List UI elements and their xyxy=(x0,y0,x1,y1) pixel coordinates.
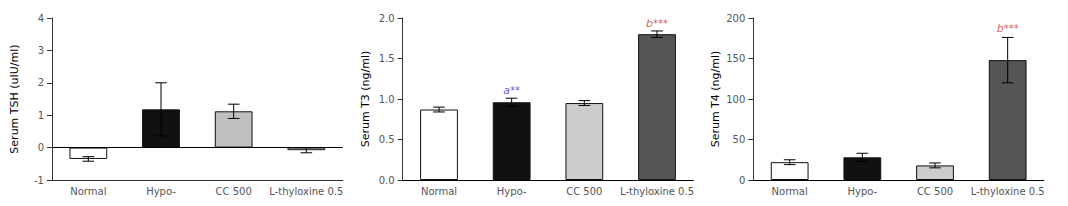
svg-text:Normal: Normal xyxy=(421,186,457,197)
svg-text:**: ** xyxy=(510,85,520,96)
svg-text:***: *** xyxy=(653,18,668,29)
svg-text:b: b xyxy=(997,22,1004,35)
svg-text:Serum T3 (ng/ml): Serum T3 (ng/ml) xyxy=(359,51,372,148)
svg-text:CC 500: CC 500 xyxy=(917,186,953,197)
svg-text:1.0: 1.0 xyxy=(379,94,395,105)
svg-text:0: 0 xyxy=(739,175,745,186)
svg-text:0.0: 0.0 xyxy=(379,175,395,186)
svg-text:***: *** xyxy=(1004,23,1019,34)
svg-text:CC 500: CC 500 xyxy=(566,186,602,197)
svg-text:Hypo-: Hypo- xyxy=(497,186,527,197)
svg-text:a: a xyxy=(503,83,510,97)
svg-text:L-thyloxine 0.5: L-thyloxine 0.5 xyxy=(269,186,343,197)
svg-text:b: b xyxy=(646,17,653,30)
svg-text:0.5: 0.5 xyxy=(379,134,395,145)
svg-text:Normal: Normal xyxy=(772,186,808,197)
svg-text:CC 500: CC 500 xyxy=(216,186,252,197)
svg-text:200: 200 xyxy=(726,13,745,24)
svg-text:Serum TSH (uIU/ml): Serum TSH (uIU/ml) xyxy=(8,44,21,153)
svg-text:2: 2 xyxy=(38,77,44,88)
svg-text:3: 3 xyxy=(38,45,44,56)
svg-text:150: 150 xyxy=(726,53,745,64)
svg-text:100: 100 xyxy=(726,94,745,105)
svg-text:4: 4 xyxy=(38,13,44,24)
svg-text:Normal: Normal xyxy=(70,186,106,197)
svg-text:0: 0 xyxy=(38,142,44,153)
svg-text:1: 1 xyxy=(38,110,44,121)
svg-text:L-thyloxine 0.5: L-thyloxine 0.5 xyxy=(971,186,1045,197)
svg-text:L-thyloxine 0.5: L-thyloxine 0.5 xyxy=(620,186,694,197)
svg-text:50: 50 xyxy=(733,134,746,145)
svg-text:1.5: 1.5 xyxy=(379,53,395,64)
svg-text:-1: -1 xyxy=(34,175,44,186)
svg-text:2.0: 2.0 xyxy=(379,13,395,24)
svg-text:Hypo-: Hypo- xyxy=(146,186,176,197)
svg-text:Serum T4 (ng/ml): Serum T4 (ng/ml) xyxy=(709,51,722,148)
svg-text:Hypo-: Hypo- xyxy=(847,186,877,197)
